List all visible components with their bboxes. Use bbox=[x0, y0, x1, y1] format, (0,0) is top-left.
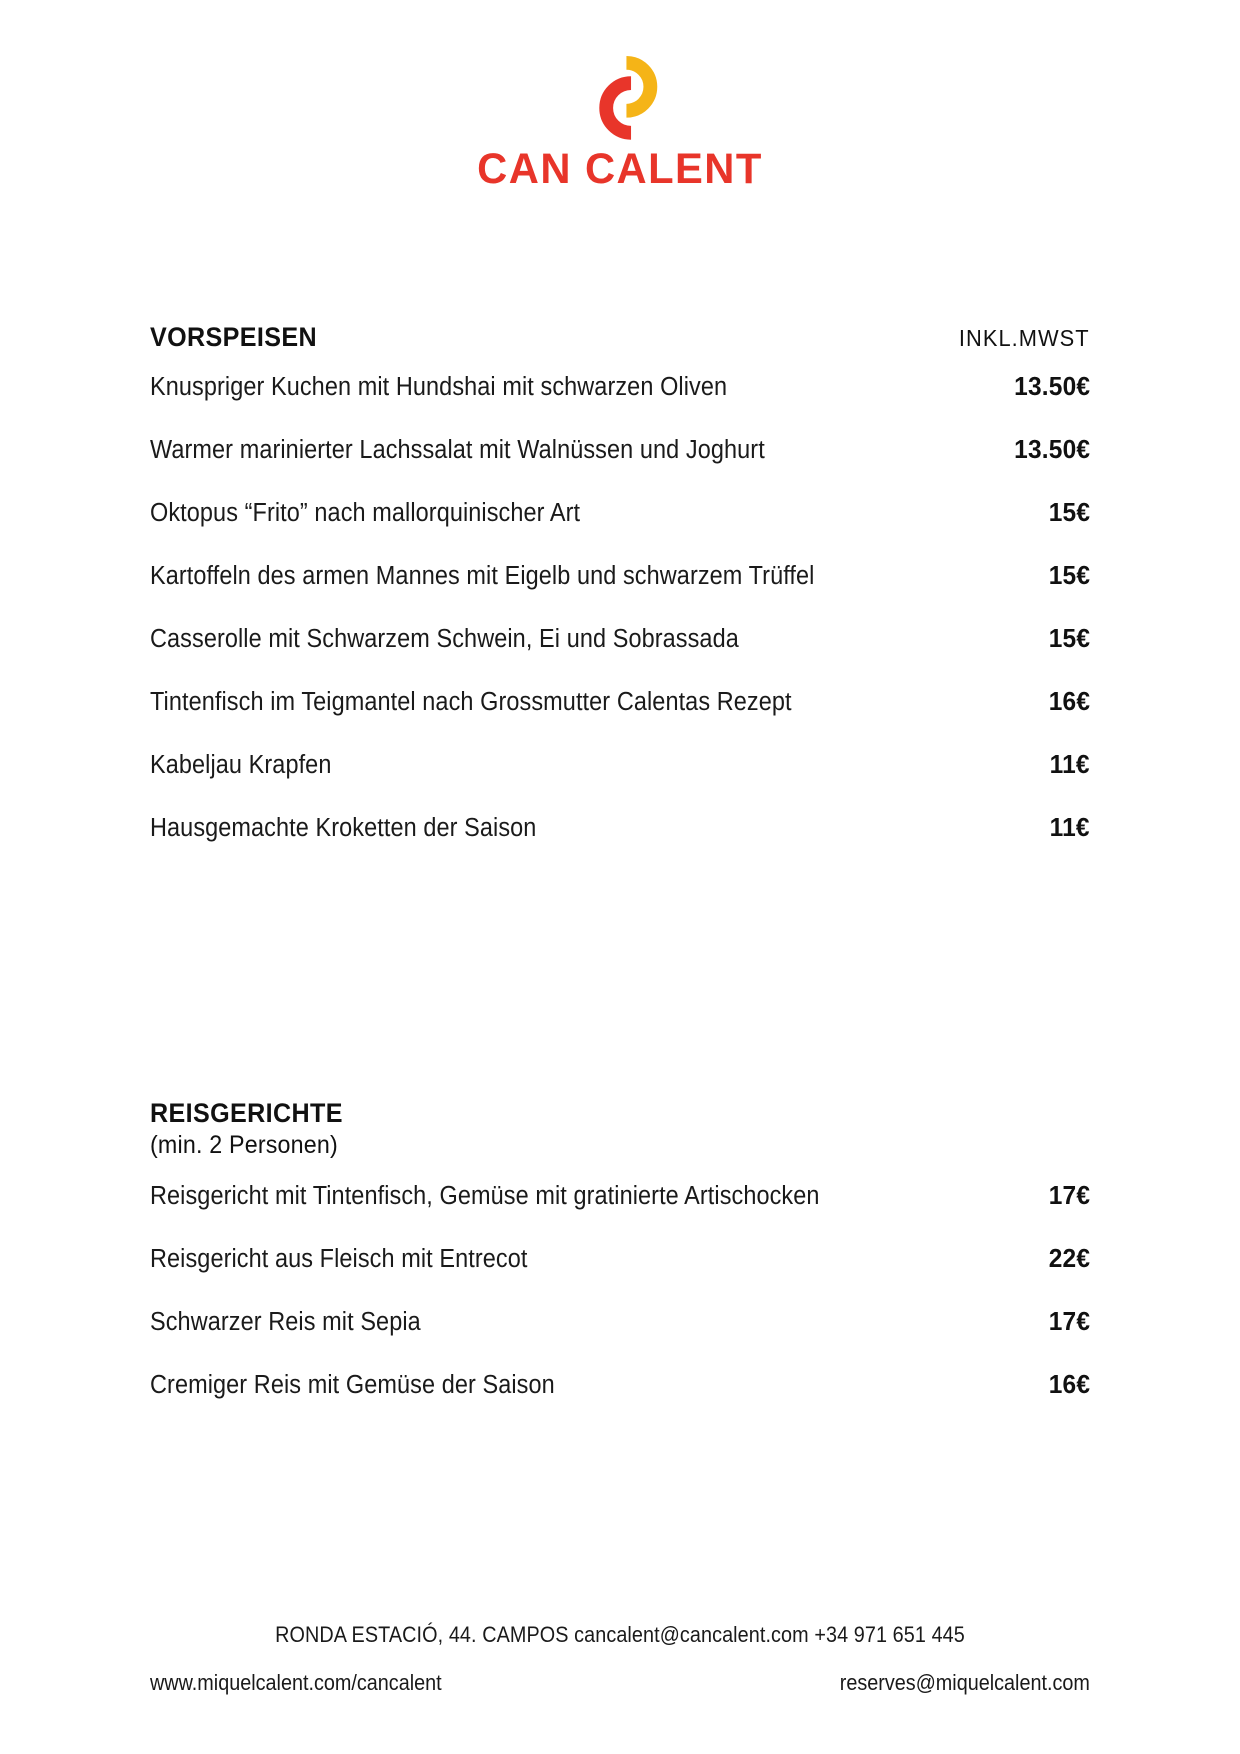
item-price: 13.50€ bbox=[1013, 436, 1090, 464]
menu-item-list: Knuspriger Kuchen mit Hundshai mit schwa… bbox=[150, 373, 1090, 877]
item-name: Reisgericht mit Tintenfisch, Gemüse mit … bbox=[150, 1182, 820, 1210]
menu-item[interactable]: Reisgericht mit Tintenfisch, Gemüse mit … bbox=[150, 1182, 1090, 1245]
brand-wordmark: CAN CALENT bbox=[477, 145, 763, 193]
menu-item[interactable]: Schwarzer Reis mit Sepia 17€ bbox=[150, 1308, 1090, 1371]
can-calent-logo-icon bbox=[599, 55, 658, 140]
menu-item[interactable]: Cremiger Reis mit Gemüse der Saison 16€ bbox=[150, 1371, 1090, 1434]
item-price: 15€ bbox=[1048, 562, 1090, 590]
item-name: Cremiger Reis mit Gemüse der Saison bbox=[150, 1371, 555, 1399]
footer-address-line: RONDA ESTACIÓ, 44. CAMPOS cancalent@canc… bbox=[275, 1622, 965, 1647]
item-price: 11€ bbox=[1049, 814, 1090, 842]
footer-reservations-email[interactable]: reserves@miquelcalent.com bbox=[839, 1670, 1090, 1695]
footer-links-row: www.miquelcalent.com/cancalent reserves@… bbox=[0, 1670, 1240, 1696]
item-price: 16€ bbox=[1048, 1371, 1090, 1399]
page-footer: RONDA ESTACIÓ, 44. CAMPOS cancalent@canc… bbox=[0, 1622, 1240, 1696]
item-name: Oktopus “Frito” nach mallorquinischer Ar… bbox=[150, 499, 581, 527]
section-header: REISGERICHTE (min. 2 Personen) bbox=[150, 1098, 1090, 1160]
item-price: 13.50€ bbox=[1013, 373, 1090, 401]
menu-item[interactable]: Tintenfisch im Teigmantel nach Grossmutt… bbox=[150, 688, 1090, 751]
item-price: 17€ bbox=[1048, 1308, 1090, 1336]
item-name: Warmer marinierter Lachssalat mit Walnüs… bbox=[150, 436, 765, 464]
item-price: 16€ bbox=[1048, 688, 1090, 716]
item-price: 11€ bbox=[1049, 751, 1090, 779]
menu-item[interactable]: Kartoffeln des armen Mannes mit Eigelb u… bbox=[150, 562, 1090, 625]
section-vorspeisen: VORSPEISEN INKL.MWST Knuspriger Kuchen m… bbox=[150, 322, 1090, 877]
menu-item[interactable]: Kabeljau Krapfen 11€ bbox=[150, 751, 1090, 814]
menu-item[interactable]: Warmer marinierter Lachssalat mit Walnüs… bbox=[150, 436, 1090, 499]
item-price: 15€ bbox=[1048, 625, 1090, 653]
section-header: VORSPEISEN INKL.MWST bbox=[150, 322, 1090, 353]
menu-item[interactable]: Oktopus “Frito” nach mallorquinischer Ar… bbox=[150, 499, 1090, 562]
brand-logo: CAN CALENT bbox=[0, 50, 1240, 191]
section-title: REISGERICHTE bbox=[150, 1098, 343, 1128]
menu-item[interactable]: Casserolle mit Schwarzem Schwein, Ei und… bbox=[150, 625, 1090, 688]
section-title: VORSPEISEN bbox=[150, 322, 317, 352]
section-reisgerichte: REISGERICHTE (min. 2 Personen) Reisgeric… bbox=[150, 1098, 1090, 1434]
item-name: Reisgericht aus Fleisch mit Entrecot bbox=[150, 1245, 528, 1273]
menu-item[interactable]: Knuspriger Kuchen mit Hundshai mit schwa… bbox=[150, 373, 1090, 436]
item-name: Kartoffeln des armen Mannes mit Eigelb u… bbox=[150, 562, 815, 590]
menu-item[interactable]: Hausgemachte Kroketten der Saison 11€ bbox=[150, 814, 1090, 877]
footer-website-link[interactable]: www.miquelcalent.com/cancalent bbox=[150, 1670, 442, 1695]
item-name: Tintenfisch im Teigmantel nach Grossmutt… bbox=[150, 688, 792, 716]
item-name: Hausgemachte Kroketten der Saison bbox=[150, 814, 537, 842]
item-name: Knuspriger Kuchen mit Hundshai mit schwa… bbox=[150, 373, 728, 401]
menu-item[interactable]: Reisgericht aus Fleisch mit Entrecot 22€ bbox=[150, 1245, 1090, 1308]
section-subtitle: (min. 2 Personen) bbox=[150, 1131, 338, 1159]
item-price: 15€ bbox=[1048, 499, 1090, 527]
vat-note: INKL.MWST bbox=[959, 325, 1090, 351]
item-name: Casserolle mit Schwarzem Schwein, Ei und… bbox=[150, 625, 739, 653]
item-name: Kabeljau Krapfen bbox=[150, 751, 332, 779]
menu-item-list: Reisgericht mit Tintenfisch, Gemüse mit … bbox=[150, 1182, 1090, 1434]
item-price: 22€ bbox=[1048, 1245, 1090, 1273]
item-name: Schwarzer Reis mit Sepia bbox=[150, 1308, 421, 1336]
item-price: 17€ bbox=[1048, 1182, 1090, 1210]
